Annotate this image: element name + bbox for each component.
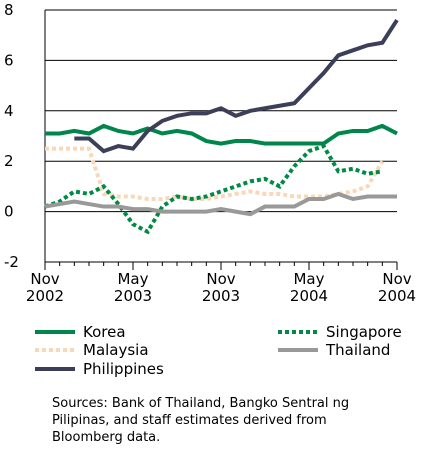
- legend-label: Thailand: [325, 341, 390, 359]
- y-tick-label: 0: [4, 203, 14, 221]
- series-line: [44, 191, 397, 217]
- legend-label: Korea: [83, 323, 126, 341]
- y-tick-label: 8: [4, 1, 14, 19]
- x-tick-label: Nov 2003: [202, 270, 240, 305]
- y-tick-label: -2: [4, 253, 19, 271]
- x-tick-label: Nov 2002: [26, 270, 64, 305]
- x-tick-label: May 2004: [290, 270, 328, 305]
- y-tick-label: 2: [4, 152, 14, 170]
- legend-label: Malaysia: [83, 341, 149, 359]
- legend-label: Singapore: [326, 323, 402, 341]
- source-note: Sources: Bank of Thailand, Bangko Sentra…: [52, 396, 349, 445]
- y-tick-label: 4: [4, 102, 14, 120]
- x-tick-label: Nov 2004: [378, 270, 416, 305]
- series-line: [45, 123, 398, 146]
- series-line: [74, 18, 399, 154]
- y-tick-label: 6: [4, 51, 14, 69]
- legend-label: Philippines: [83, 360, 164, 378]
- x-tick-label: May 2003: [114, 270, 152, 305]
- series-line: [44, 143, 383, 235]
